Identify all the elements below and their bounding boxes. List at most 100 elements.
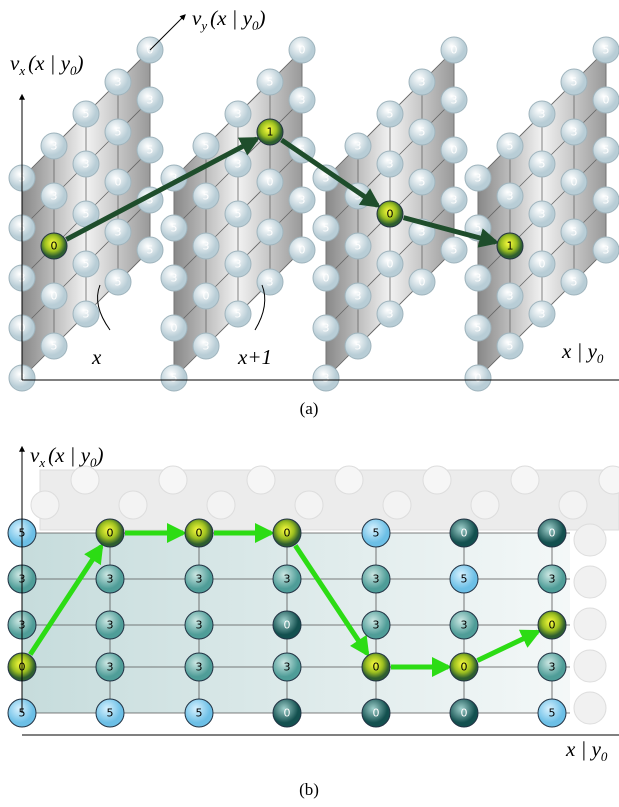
node: 0 — [273, 699, 301, 727]
node-label: 3 — [355, 290, 362, 303]
node-label: 5 — [603, 44, 610, 57]
node: 0 — [538, 611, 566, 639]
node-label: 1 — [267, 126, 274, 139]
node-label: 0 — [461, 661, 468, 674]
node-label: 3 — [451, 94, 458, 107]
node-label: 3 — [147, 94, 154, 107]
node: 5 — [593, 137, 619, 163]
node-label: 3 — [203, 340, 210, 353]
node: 3 — [289, 87, 315, 113]
node: 1 — [257, 119, 283, 145]
node-label: 5 — [235, 308, 242, 321]
node-label: 1 — [507, 240, 514, 253]
node: 3 — [105, 69, 131, 95]
node: 1 — [497, 233, 523, 259]
node: 3 — [225, 101, 251, 127]
argument: (x | y — [210, 6, 253, 30]
node: 3 — [497, 283, 523, 309]
node-label: 5 — [267, 226, 274, 239]
node: 5 — [137, 237, 163, 263]
node: 3 — [593, 237, 619, 263]
node-label: 5 — [373, 527, 380, 540]
node-label: 5 — [451, 244, 458, 257]
subscript: 0 — [597, 351, 604, 366]
axis-label: vx(x | y0) — [10, 51, 84, 78]
node-label: 3 — [196, 661, 203, 674]
ghost-node — [383, 491, 411, 519]
node: 5 — [538, 699, 566, 727]
node-label: 3 — [107, 661, 114, 674]
node-label: 0 — [461, 527, 468, 540]
node-label: 0 — [115, 176, 122, 189]
ghost-node — [574, 692, 606, 724]
node: 0 — [450, 519, 478, 547]
node: 5 — [185, 699, 213, 727]
node-label: 0 — [267, 176, 274, 189]
node: 5 — [497, 133, 523, 159]
node-label: 3 — [373, 573, 380, 586]
ghost-node — [119, 491, 147, 519]
node-label: 5 — [196, 707, 203, 720]
node-label: 5 — [355, 340, 362, 353]
ghost-node — [423, 466, 451, 494]
panel-a: 3535500533350553353535305353000353335055… — [9, 6, 619, 418]
close: ) — [96, 443, 104, 467]
node-label: 3 — [284, 573, 291, 586]
node: 5 — [137, 137, 163, 163]
node-label: 5 — [147, 244, 154, 257]
node: 5 — [497, 333, 523, 359]
node: 0 — [193, 283, 219, 309]
node: 0 — [96, 519, 124, 547]
node: 5 — [362, 519, 390, 547]
node-label: 3 — [235, 158, 242, 171]
node-label: 0 — [451, 44, 458, 57]
node-label: 3 — [115, 76, 122, 89]
node-label: 0 — [284, 707, 291, 720]
node: 5 — [105, 119, 131, 145]
node-label: 5 — [51, 340, 58, 353]
node-label: 3 — [267, 276, 274, 289]
node: 3 — [96, 565, 124, 593]
subscript: 0 — [601, 749, 608, 764]
node: 5 — [73, 251, 99, 277]
node: 5 — [41, 333, 67, 359]
axis-label: x | y0 — [561, 339, 604, 366]
node-label: 3 — [299, 94, 306, 107]
node: 3 — [193, 333, 219, 359]
node: 3 — [73, 151, 99, 177]
node: 3 — [185, 565, 213, 593]
vy-axis — [150, 15, 185, 50]
node-label: 3 — [323, 372, 330, 385]
node-label: 5 — [419, 176, 426, 189]
node-label: 5 — [115, 126, 122, 139]
node: 3 — [257, 269, 283, 295]
node: 5 — [465, 315, 491, 341]
node: 3 — [273, 653, 301, 681]
node-label: 5 — [147, 144, 154, 157]
node: 5 — [409, 169, 435, 195]
node: 3 — [377, 151, 403, 177]
node-label: 5 — [571, 76, 578, 89]
node-label: 0 — [299, 244, 306, 257]
node-label: 5 — [171, 222, 178, 235]
ghost-node — [247, 466, 275, 494]
main: x | y — [561, 339, 598, 363]
node-label: 3 — [196, 573, 203, 586]
node: 0 — [561, 169, 587, 195]
node: 3 — [313, 365, 339, 391]
node: 3 — [345, 283, 371, 309]
node: 3 — [345, 133, 371, 159]
node-label: 5 — [475, 322, 482, 335]
node-label: 3 — [539, 308, 546, 321]
node: 5 — [313, 215, 339, 241]
node: 0 — [450, 699, 478, 727]
node-label: 3 — [387, 158, 394, 171]
node-label: 0 — [603, 94, 610, 107]
node: 3 — [497, 183, 523, 209]
node-label: 3 — [603, 244, 610, 257]
node-label: 0 — [323, 272, 330, 285]
node: 5 — [529, 151, 555, 177]
figure: 3535500533350553353535305353000353335055… — [0, 0, 619, 807]
node: 0 — [441, 137, 467, 163]
subscript: x — [38, 455, 45, 470]
